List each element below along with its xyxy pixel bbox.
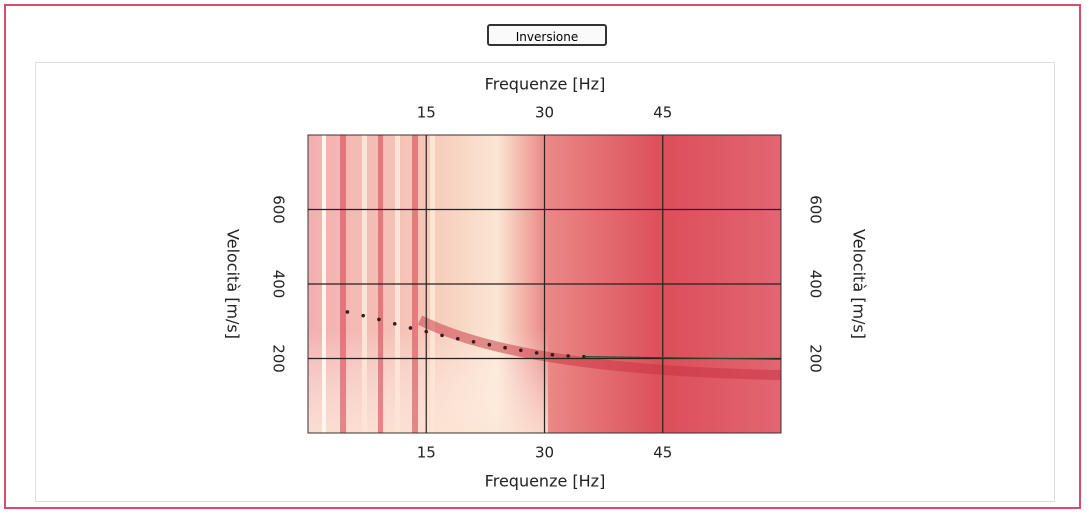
- x-tick-label: 30: [535, 104, 554, 122]
- y-tick-label: 600: [270, 195, 288, 224]
- y-tick-label: 400: [270, 270, 288, 299]
- y-tick-label: 200: [270, 344, 288, 373]
- x-tick-label: 45: [653, 444, 672, 462]
- pick-point: [487, 342, 492, 347]
- pick-point: [503, 345, 507, 350]
- pick-point: [440, 333, 444, 338]
- dispersion-line: [583, 356, 782, 360]
- pick-point: [534, 351, 539, 355]
- panel: [35, 62, 1055, 502]
- x-axis-title-top: Frequenze [Hz]: [485, 75, 606, 94]
- y2-tick-label: 600: [807, 195, 825, 224]
- x-tick-label: 45: [653, 104, 672, 122]
- pick-point: [345, 310, 350, 314]
- pick-point: [408, 326, 413, 330]
- x-tick-label: 15: [417, 104, 436, 122]
- y-axis-title: Velocità [m/s]: [224, 229, 243, 339]
- frame: [4, 4, 1081, 509]
- pick-point: [471, 339, 476, 344]
- pick-point: [566, 354, 570, 358]
- pick-point: [424, 329, 429, 334]
- inversione-button[interactable]: Inversione: [487, 24, 607, 46]
- pick-point: [361, 313, 365, 318]
- x-tick-label: 15: [417, 444, 436, 462]
- pick-point: [550, 352, 555, 357]
- pick-point: [392, 322, 397, 326]
- x-axis-title: Frequenze [Hz]: [485, 472, 606, 491]
- pick-point: [377, 317, 381, 322]
- y2-axis-title: Velocità [m/s]: [850, 229, 869, 339]
- y2-tick-label: 400: [807, 270, 825, 299]
- x-tick-label: 30: [535, 444, 554, 462]
- pick-point: [519, 348, 523, 353]
- y2-tick-label: 200: [807, 344, 825, 373]
- pick-point: [455, 336, 460, 341]
